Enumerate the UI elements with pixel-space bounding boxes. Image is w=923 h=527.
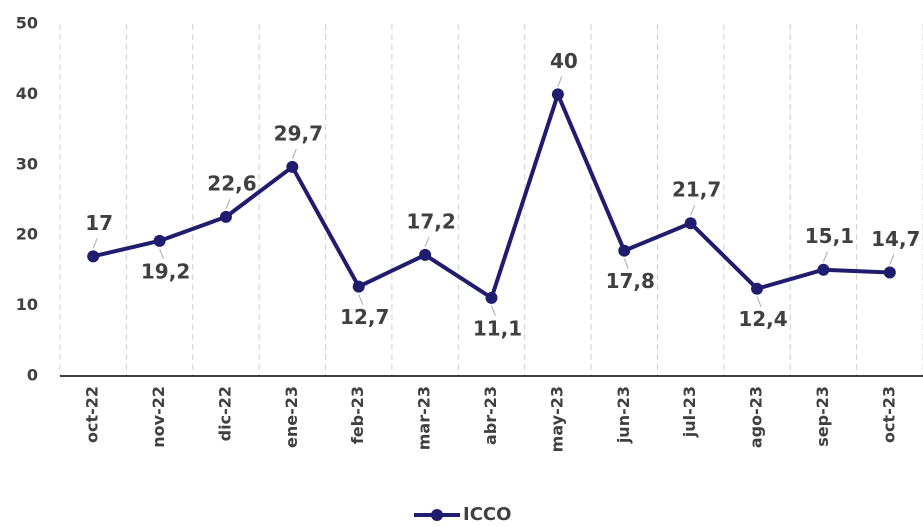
x-tick-label: jul-23: [680, 386, 699, 438]
data-label: 17,8: [606, 269, 655, 293]
data-label: 22,6: [207, 171, 256, 195]
x-tick-label: nov-22: [149, 386, 168, 448]
x-tick-label: oct-23: [879, 386, 898, 443]
leader-line: [491, 305, 496, 317]
y-tick-label: 10: [16, 295, 38, 314]
x-tick-label: ene-23: [282, 386, 301, 448]
y-tick-label: 40: [16, 84, 38, 103]
x-tick-label: abr-23: [481, 386, 500, 445]
x-tick-label: dic-22: [215, 386, 234, 441]
leader-line: [225, 198, 231, 210]
leader-line: [159, 248, 165, 260]
x-tick-label: mar-23: [415, 386, 434, 450]
x-tick-label: sep-23: [813, 386, 832, 447]
data-point: [485, 291, 498, 304]
data-point: [286, 160, 299, 173]
data-label: 19,2: [141, 259, 190, 283]
data-label: 12,4: [738, 307, 787, 331]
data-label: 21,7: [672, 178, 721, 202]
leader-line: [291, 148, 297, 160]
y-tick-label: 0: [27, 366, 38, 385]
x-tick-label: ago-23: [747, 386, 766, 448]
data-label: 11,1: [473, 316, 522, 340]
data-point: [419, 248, 432, 261]
legend-marker: [431, 509, 443, 521]
x-tick-label: jun-23: [614, 386, 633, 444]
leader-line: [623, 258, 629, 269]
x-tick-label: feb-23: [348, 386, 367, 444]
data-label: 40: [550, 49, 578, 73]
data-point: [817, 263, 830, 276]
data-point: [684, 217, 697, 230]
leader-line: [557, 76, 563, 87]
leader-line: [822, 251, 828, 262]
y-tick-label: 30: [16, 154, 38, 173]
data-point: [551, 88, 564, 101]
leader-line: [756, 296, 762, 307]
leader-line: [889, 254, 895, 265]
leader-line: [92, 238, 98, 249]
data-point: [751, 282, 764, 295]
data-point: [352, 280, 365, 293]
data-label: 17,2: [406, 209, 455, 233]
data-label: 29,7: [274, 121, 323, 145]
x-tick-label: may-23: [547, 386, 566, 452]
data-point: [618, 244, 631, 257]
data-point: [883, 266, 896, 279]
data-point: [87, 250, 100, 263]
series-line: [92, 92, 890, 300]
data-point: [153, 234, 166, 247]
leader-line: [358, 294, 364, 305]
data-point: [219, 210, 232, 223]
x-tick-label: oct-22: [83, 386, 102, 443]
data-label: 14,7: [871, 227, 920, 251]
leader-line: [690, 205, 696, 216]
data-label: 17: [85, 211, 113, 235]
data-label: 12,7: [340, 305, 389, 329]
y-tick-label: 20: [16, 225, 38, 244]
leader-line: [424, 236, 430, 248]
data-label: 15,1: [805, 224, 854, 248]
legend-label: ICCO: [463, 504, 511, 525]
y-tick-label: 50: [16, 14, 38, 33]
